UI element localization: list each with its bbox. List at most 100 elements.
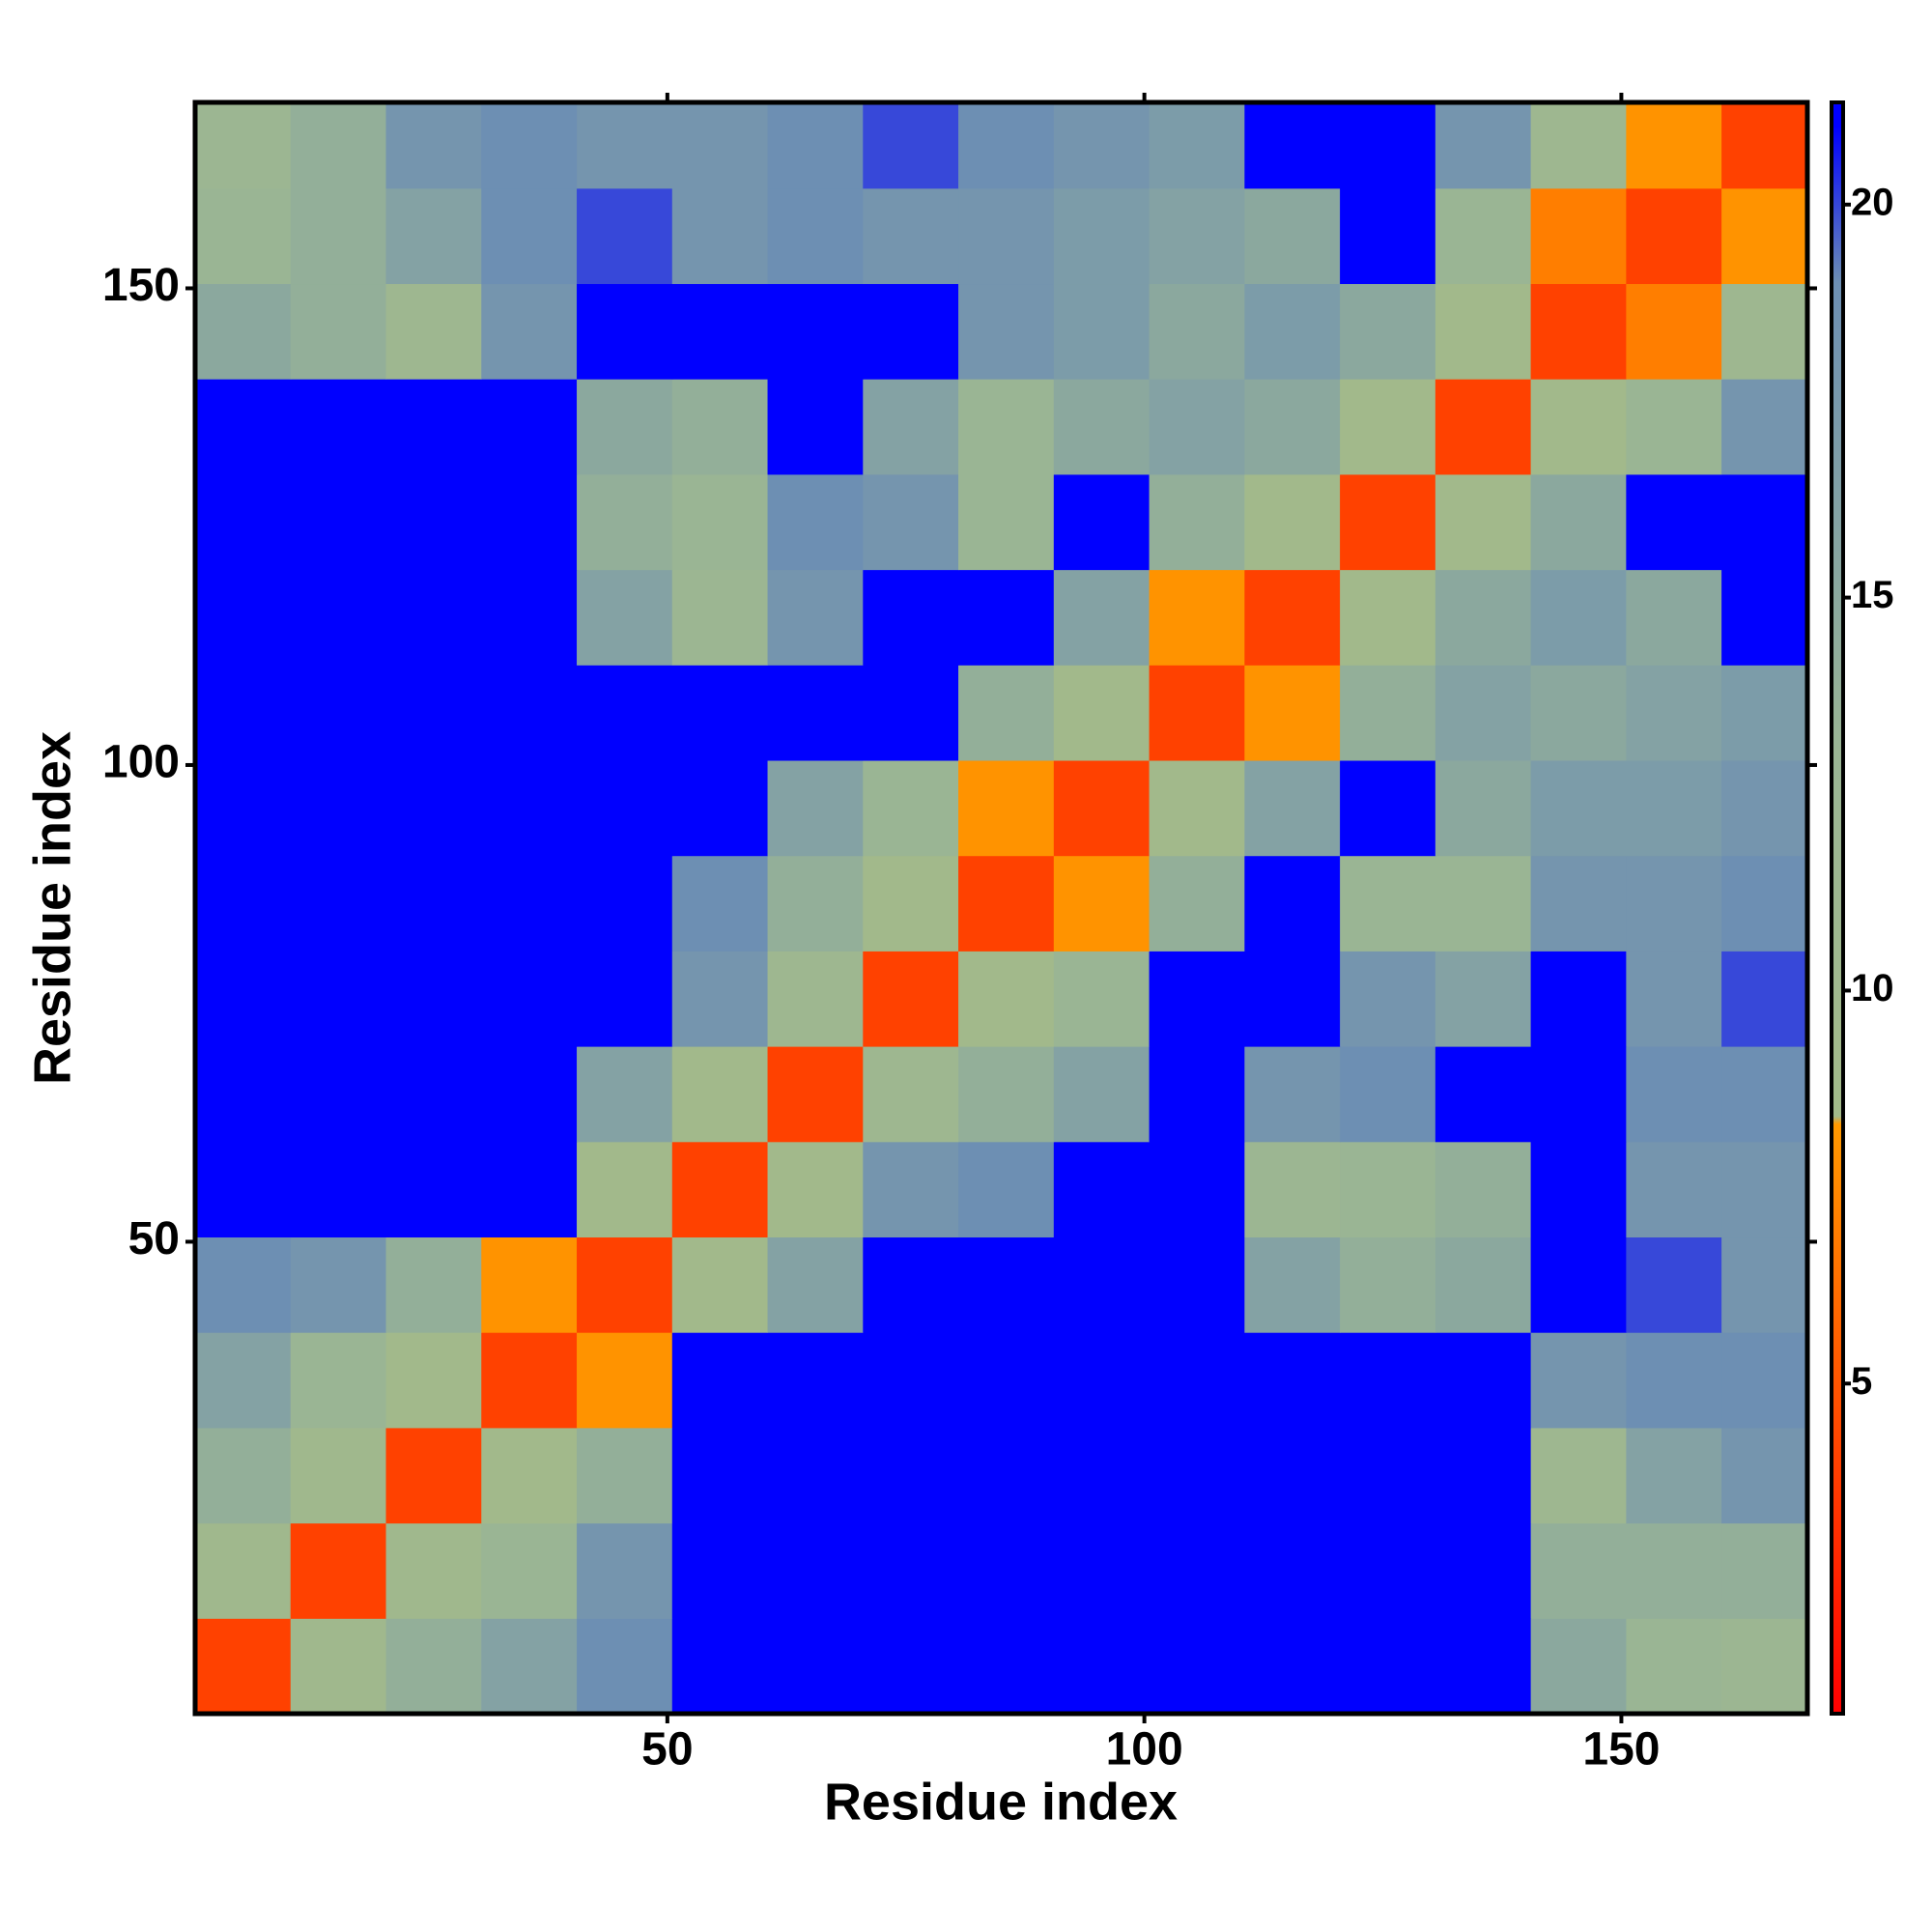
heatmap-cell — [671, 1141, 769, 1238]
heatmap-cell — [1435, 1141, 1532, 1238]
heatmap-cell — [1244, 187, 1341, 285]
heatmap-cell — [1053, 569, 1151, 666]
heatmap-cell — [577, 102, 673, 189]
heatmap-cell — [1530, 760, 1627, 857]
heatmap-cell — [481, 665, 578, 761]
heatmap-cell — [195, 283, 292, 380]
heatmap-cell — [958, 379, 1055, 475]
heatmap-cell — [671, 473, 769, 571]
heatmap-cell — [1340, 1046, 1436, 1143]
heatmap-cell — [671, 665, 769, 761]
heatmap-cell — [1435, 760, 1532, 857]
heatmap-cell — [1626, 1427, 1722, 1524]
heatmap-cell — [958, 187, 1055, 285]
heatmap-cell — [385, 1236, 482, 1333]
heatmap-cell — [1626, 951, 1722, 1047]
heatmap-cell — [1149, 1332, 1245, 1429]
heatmap-cell — [767, 283, 864, 380]
heatmap-cell — [385, 1618, 482, 1715]
heatmap-cell — [1149, 569, 1245, 666]
heatmap-cell — [1435, 1046, 1532, 1143]
heatmap-cell — [1340, 569, 1436, 666]
heatmap-cell — [385, 473, 482, 571]
heatmap-cell — [385, 102, 482, 189]
y-axis-label: Residue index — [23, 731, 81, 1085]
heatmap-cell — [195, 379, 292, 475]
heatmap-cell — [195, 760, 292, 857]
heatmap-cell — [1340, 187, 1436, 285]
heatmap-cell — [767, 855, 864, 952]
plot-frame — [192, 99, 1810, 1717]
heatmap-cell — [1435, 665, 1532, 761]
y-tick-label: 150 — [102, 260, 180, 311]
heatmap-cell — [1340, 1427, 1436, 1524]
heatmap-cell — [1721, 760, 1808, 857]
heatmap-cell — [767, 951, 864, 1047]
heatmap-cell — [767, 379, 864, 475]
heatmap-cell — [385, 283, 482, 380]
heatmap-cell — [290, 855, 387, 952]
heatmap-cell — [958, 1141, 1055, 1238]
heatmap-cell — [1340, 951, 1436, 1047]
heatmap-cell — [671, 951, 769, 1047]
heatmap-cell — [195, 1427, 292, 1524]
heatmap-cell — [671, 102, 769, 189]
heatmap-cell — [1626, 1332, 1722, 1429]
heatmap-cell — [1053, 1618, 1151, 1715]
heatmap-cell — [1530, 665, 1627, 761]
heatmap-cell — [1340, 855, 1436, 952]
heatmap-cell — [481, 1046, 578, 1143]
heatmap-cell — [958, 760, 1055, 857]
heatmap-cell — [1530, 379, 1627, 475]
heatmap-cell — [1340, 283, 1436, 380]
heatmap-cell — [958, 1618, 1055, 1715]
heatmap-cell — [1435, 1332, 1532, 1429]
heatmap-cell — [958, 1332, 1055, 1429]
heatmap-cell — [1149, 187, 1245, 285]
heatmap-cell — [1053, 1427, 1151, 1524]
heatmap-cell — [1626, 102, 1722, 189]
heatmap-cell — [671, 855, 769, 952]
heatmap-cell — [1435, 473, 1532, 571]
heatmap-cell — [290, 1046, 387, 1143]
heatmap-cell — [1244, 102, 1341, 189]
heatmap-cell — [195, 102, 292, 189]
y-tick-label: 50 — [128, 1213, 180, 1264]
heatmap-cell — [1626, 473, 1722, 571]
heatmap-cell — [1721, 379, 1808, 475]
heatmap-cell — [1530, 569, 1627, 666]
heatmap-cell — [1626, 855, 1722, 952]
heatmap-cell — [481, 1427, 578, 1524]
heatmap-cell — [290, 1522, 387, 1619]
heatmap-cell — [1149, 1427, 1245, 1524]
heatmap-cell — [1340, 473, 1436, 571]
heatmap-cell — [1244, 855, 1341, 952]
heatmap-cell — [385, 1522, 482, 1619]
heatmap-cell — [290, 379, 387, 475]
heatmap-cell — [1053, 665, 1151, 761]
heatmap-cell — [1626, 1046, 1722, 1143]
heatmap-cell — [1721, 283, 1808, 380]
heatmap-cell — [1435, 187, 1532, 285]
heatmap-cell — [385, 1427, 482, 1524]
heatmap-cell — [577, 760, 673, 857]
heatmap-cell — [290, 569, 387, 666]
heatmap-cell — [577, 1141, 673, 1238]
heatmap-cell — [481, 1236, 578, 1333]
heatmap-cell — [1626, 569, 1722, 666]
heatmap-cell — [1435, 1427, 1532, 1524]
heatmap-cell — [958, 1236, 1055, 1333]
heatmap-cell — [1340, 1522, 1436, 1619]
heatmap-cell — [1721, 1522, 1808, 1619]
heatmap-cell — [385, 951, 482, 1047]
heatmap-cell — [1340, 1332, 1436, 1429]
x-tick-label: 100 — [1106, 1724, 1183, 1776]
heatmap-cell — [1340, 1236, 1436, 1333]
heatmap-cell — [1530, 1427, 1627, 1524]
heatmap-cell — [1053, 1141, 1151, 1238]
heatmap-cell — [1721, 951, 1808, 1047]
heatmap-cell — [958, 569, 1055, 666]
heatmap-cell — [1340, 1141, 1436, 1238]
heatmap-cell — [958, 283, 1055, 380]
